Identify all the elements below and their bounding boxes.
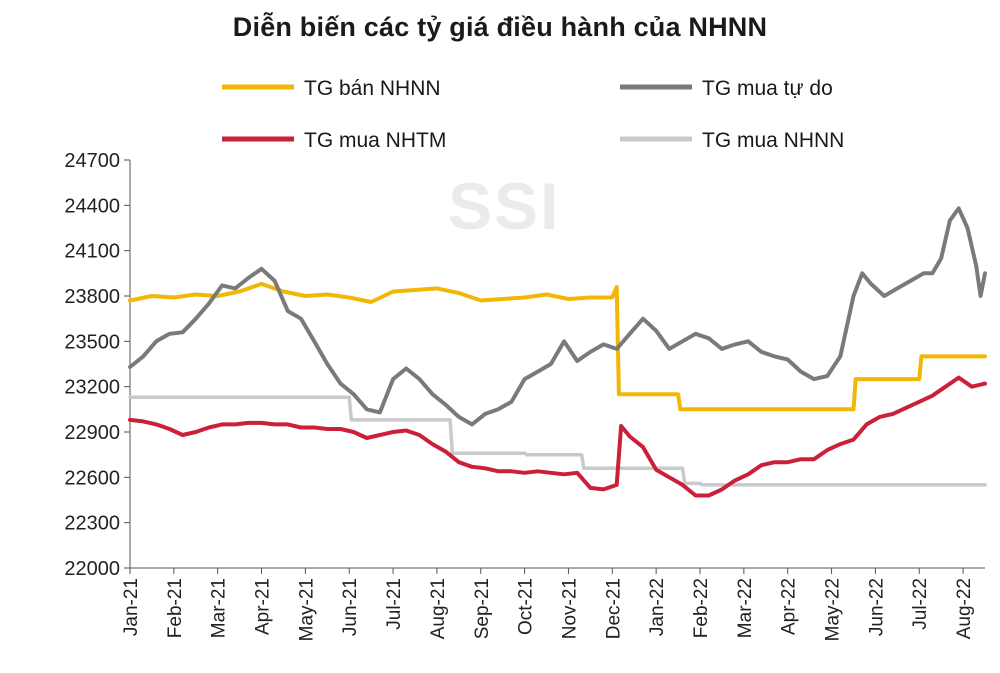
x-tick-label: Apr-21 [253,578,274,635]
x-tick-label: Jul-21 [384,578,405,630]
x-tick-label: Jun-22 [866,578,887,636]
legend-label: TG mua NHTM [304,129,446,152]
legend-label: TG bán NHNN [304,77,441,100]
x-tick-label: Mar-21 [209,578,230,638]
x-tick-label: Aug-21 [428,578,449,639]
series-line-tg-bán-nhnn [128,281,987,412]
y-tick-label: 24700 [64,150,120,172]
y-tick-label: 24400 [64,195,120,217]
axes: 22000 22300 22600 22900 23200 23500 23800 24100… [64,150,985,641]
x-tick-label: May-21 [296,578,317,641]
series-line-tg-mua-nhnn [128,395,987,487]
x-tick-label: May-22 [823,578,844,641]
y-tick-label: 23200 [64,377,120,399]
y-tick-label: 24100 [64,241,120,263]
x-tick-label: Jul-22 [910,578,931,630]
y-tick-label: 22900 [64,422,120,444]
legend: TG bán NHNN TG mua tự do TG mua NHTM TG mua… [222,77,844,152]
series-line-tg-mua-nhtm [128,375,987,498]
legend-label: TG mua tự do [702,77,833,100]
x-tick-label: Dec-21 [603,578,624,639]
watermark-ssi: SSI [448,169,561,243]
y-tick-label: 22300 [64,513,120,535]
y-tick-label: 23800 [64,286,120,308]
x-tick-label: Sep-21 [472,578,493,639]
x-tick-label: Mar-22 [735,578,756,638]
x-tick-label: Oct-21 [516,578,537,635]
y-tick-label: 23500 [64,331,120,353]
x-tick-label: Nov-21 [559,578,580,639]
x-tick-label: Jun-21 [340,578,361,636]
x-tick-label: Apr-22 [779,578,800,635]
x-tick-label: Jan-21 [121,578,142,636]
chart-title: Diễn biến các tỷ giá điều hành của NHNN [232,12,768,42]
legend-label: TG mua NHNN [702,129,844,152]
series-layer [128,206,987,498]
x-tick-label: Feb-22 [691,578,712,638]
series-line-tg-mua-tự-do [128,206,987,427]
x-tick-label: Jan-22 [647,578,668,636]
y-tick-label: 22600 [64,467,120,489]
x-tick-label: Feb-21 [165,578,186,638]
x-tick-label: Aug-22 [954,578,975,639]
y-tick-label: 22000 [64,558,120,580]
